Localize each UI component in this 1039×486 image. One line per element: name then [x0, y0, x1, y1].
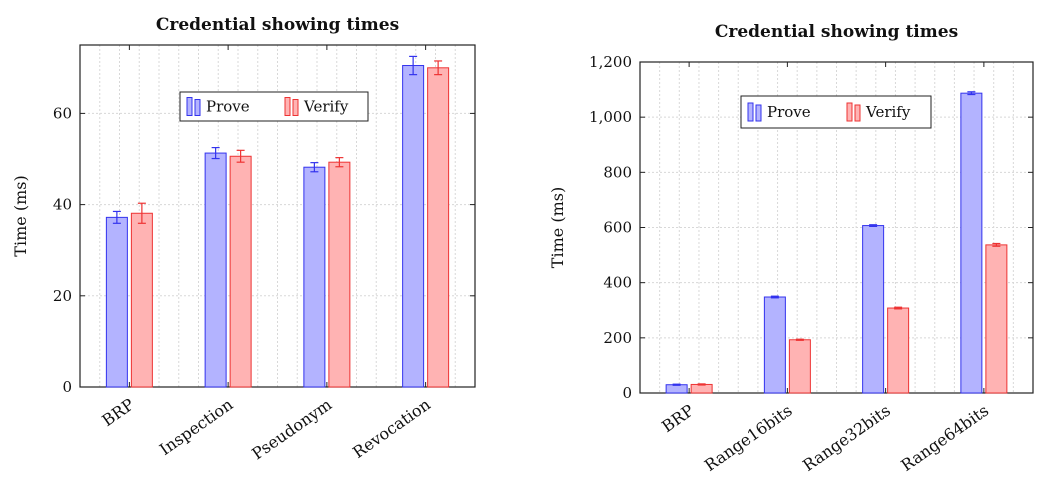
y-tick-label: 0	[622, 384, 632, 402]
x-category-label: Pseudonym	[248, 395, 335, 464]
bar-prove	[105, 216, 128, 388]
y-tick-label: 60	[53, 104, 72, 122]
bar-verify	[887, 307, 910, 394]
bar-prove	[763, 296, 786, 394]
bar-prove	[960, 92, 983, 394]
y-axis-label: Time (ms)	[11, 175, 30, 256]
x-category-label: Range64bits	[897, 401, 992, 475]
bar-verify	[328, 161, 351, 388]
y-tick-label: 400	[603, 274, 632, 292]
legend-swatch	[747, 102, 754, 122]
bar-prove	[204, 152, 227, 388]
legend-label: Prove	[206, 98, 250, 116]
legend-swatch	[186, 97, 193, 116]
legend-swatch	[284, 97, 291, 116]
y-tick-label: 40	[53, 196, 72, 214]
y-tick-label: 0	[62, 378, 72, 396]
chart-left-group: Credential showing times 0 20 40 60 Time (ms)…	[11, 15, 476, 464]
y-tick-label: 600	[603, 219, 632, 237]
x-category-label: Revocation	[349, 395, 434, 462]
bar-verify	[130, 212, 153, 388]
x-category-label: BRP	[98, 395, 137, 431]
x-category-label: Range16bits	[701, 401, 796, 475]
legend-swatch	[846, 102, 853, 122]
chart-title: Credential showing times	[156, 15, 399, 35]
y-tick-label: 1,200	[589, 53, 632, 71]
legend-swatch	[194, 99, 201, 116]
legend-label: Verify	[865, 103, 911, 121]
x-category-label: BRP	[658, 401, 697, 437]
legend-swatch	[755, 104, 762, 122]
y-axis-label: Time (ms)	[548, 187, 567, 268]
bar-prove	[402, 65, 425, 388]
bar-verify	[788, 339, 811, 394]
y-tick-label: 200	[603, 329, 632, 347]
x-category-label: Range32bits	[799, 401, 894, 475]
bar-verify	[985, 244, 1008, 394]
legend-label: Prove	[767, 103, 811, 121]
legend-box	[179, 91, 369, 122]
chart-right-group: Credential showing times 0 200 400 600 800 1,0…	[548, 22, 1034, 475]
y-tick-label: 20	[53, 287, 72, 305]
chart-title: Credential showing times	[715, 22, 958, 42]
x-category-label: Inspection	[156, 395, 237, 459]
y-tick-label: 1,000	[589, 108, 632, 126]
bar-verify	[427, 67, 450, 388]
plot-frame	[79, 44, 476, 388]
bar-prove	[665, 384, 688, 394]
legend-swatch	[854, 104, 861, 122]
bar-verify	[690, 383, 713, 394]
legend-swatch	[292, 99, 299, 116]
legend-box	[740, 95, 932, 129]
legend-label: Verify	[303, 98, 349, 116]
bar-verify	[229, 155, 252, 388]
bar-prove	[862, 225, 885, 394]
y-tick-label: 800	[603, 163, 632, 181]
bar-prove	[303, 166, 326, 388]
